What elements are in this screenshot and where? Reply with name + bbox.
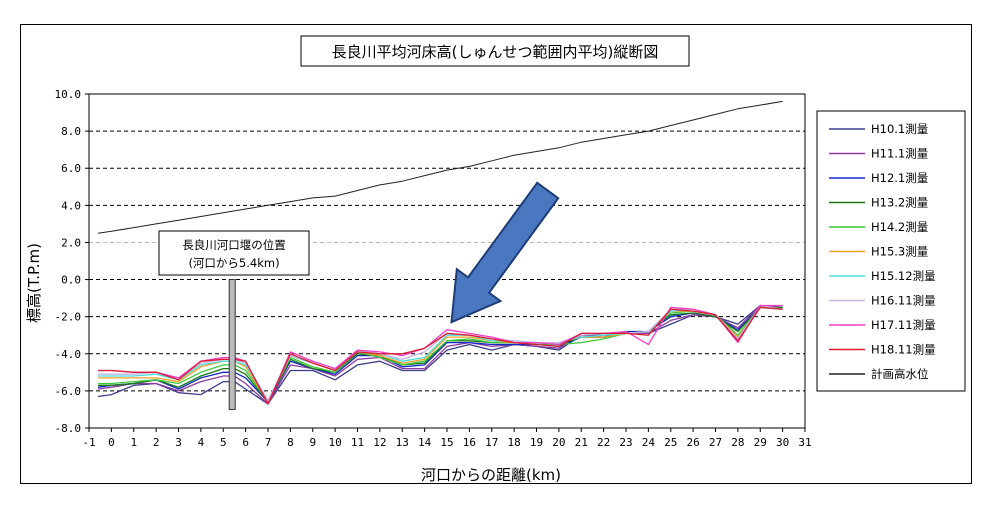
x-tick-label: 6 <box>242 436 249 449</box>
x-tick-label: 5 <box>220 436 227 449</box>
x-tick-label: 27 <box>709 436 722 449</box>
series-line <box>98 307 783 402</box>
x-tick-label: 0 <box>108 436 115 449</box>
legend-label: H10.1測量 <box>871 122 928 136</box>
x-tick-label: 14 <box>418 436 432 449</box>
legend-label: H17.11測量 <box>871 318 936 332</box>
x-tick-label: 15 <box>440 436 453 449</box>
x-tick-label: 25 <box>664 436 677 449</box>
chart-title: 長良川平均河床高(しゅんせつ範囲内平均)縦断図 <box>332 43 659 61</box>
x-tick-label: 13 <box>396 436 409 449</box>
y-axis-title: 標高(T.P.m) <box>25 243 43 323</box>
y-tick-label: 10.0 <box>55 88 82 101</box>
series-line <box>98 307 783 402</box>
x-tick-label: 24 <box>642 436 656 449</box>
y-tick-label: 0.0 <box>61 274 81 287</box>
series-line <box>98 306 783 404</box>
y-tick-label: -4.0 <box>55 348 82 361</box>
x-tick-label: 3 <box>175 436 182 449</box>
legend-label: 計画高水位 <box>871 367 929 381</box>
legend-label: H14.2測量 <box>871 220 928 234</box>
x-tick-label: 26 <box>687 436 700 449</box>
x-tick-label: 9 <box>309 436 316 449</box>
x-tick-label: 7 <box>265 436 272 449</box>
x-tick-label: 2 <box>153 436 160 449</box>
x-tick-label: -1 <box>82 436 95 449</box>
x-tick-label: 22 <box>597 436 610 449</box>
riverbed-line-chart: 10.08.06.04.02.00.0-2.0-4.0-6.0-8.0-1 0 1 2… <box>21 25 973 485</box>
legend-label: H12.1測量 <box>871 171 928 185</box>
y-tick-label: 6.0 <box>61 162 81 175</box>
y-tick-label: 8.0 <box>61 125 81 138</box>
x-axis-title: 河口からの距離(km) <box>421 466 561 484</box>
x-tick-label: 17 <box>485 436 498 449</box>
x-tick-label: 28 <box>731 436 744 449</box>
x-tick-label: 16 <box>463 436 476 449</box>
x-tick-label: 8 <box>287 436 294 449</box>
highlight-arrow <box>452 183 559 322</box>
legend-label: H18.11測量 <box>871 343 936 357</box>
x-tick-label: 10 <box>329 436 342 449</box>
x-tick-label: 30 <box>776 436 789 449</box>
x-tick-label: 23 <box>619 436 632 449</box>
y-tick-label: 4.0 <box>61 199 81 212</box>
series-line <box>98 307 783 402</box>
x-tick-label: 21 <box>575 436 588 449</box>
weir-callout-title: 長良川河口堰の位置 <box>182 238 286 252</box>
x-tick-label: 31 <box>798 436 811 449</box>
y-tick-label: -6.0 <box>55 385 82 398</box>
x-tick-label: 1 <box>130 436 137 449</box>
weir-position-bar <box>229 280 235 410</box>
chart-frame: 10.0 8.0 6.0 4.0 2.0 0.0 -2.0 -4.0 -6.0 -8.0 -1 0 1 2… <box>20 24 972 484</box>
legend-label: H15.12測量 <box>871 269 936 283</box>
series-line <box>98 101 783 233</box>
legend-label: H15.3測量 <box>871 245 928 259</box>
x-tick-label: 29 <box>754 436 767 449</box>
legend-label: H11.1測量 <box>871 147 928 161</box>
series-line <box>98 307 783 402</box>
x-tick-label: 18 <box>508 436 521 449</box>
legend-label: H13.2測量 <box>871 196 928 210</box>
legend-label: H16.11測量 <box>871 294 936 308</box>
x-tick-label: 4 <box>198 436 205 449</box>
weir-callout-subtitle: (河口から5.4km) <box>188 256 279 270</box>
x-tick-label: 12 <box>373 436 386 449</box>
y-tick-label: -2.0 <box>55 311 82 324</box>
x-tick-label: 19 <box>530 436 543 449</box>
x-tick-label: 11 <box>351 436 364 449</box>
x-tick-label: 20 <box>552 436 565 449</box>
y-tick-label: 2.0 <box>61 236 81 249</box>
y-tick-label: -8.0 <box>55 422 82 435</box>
